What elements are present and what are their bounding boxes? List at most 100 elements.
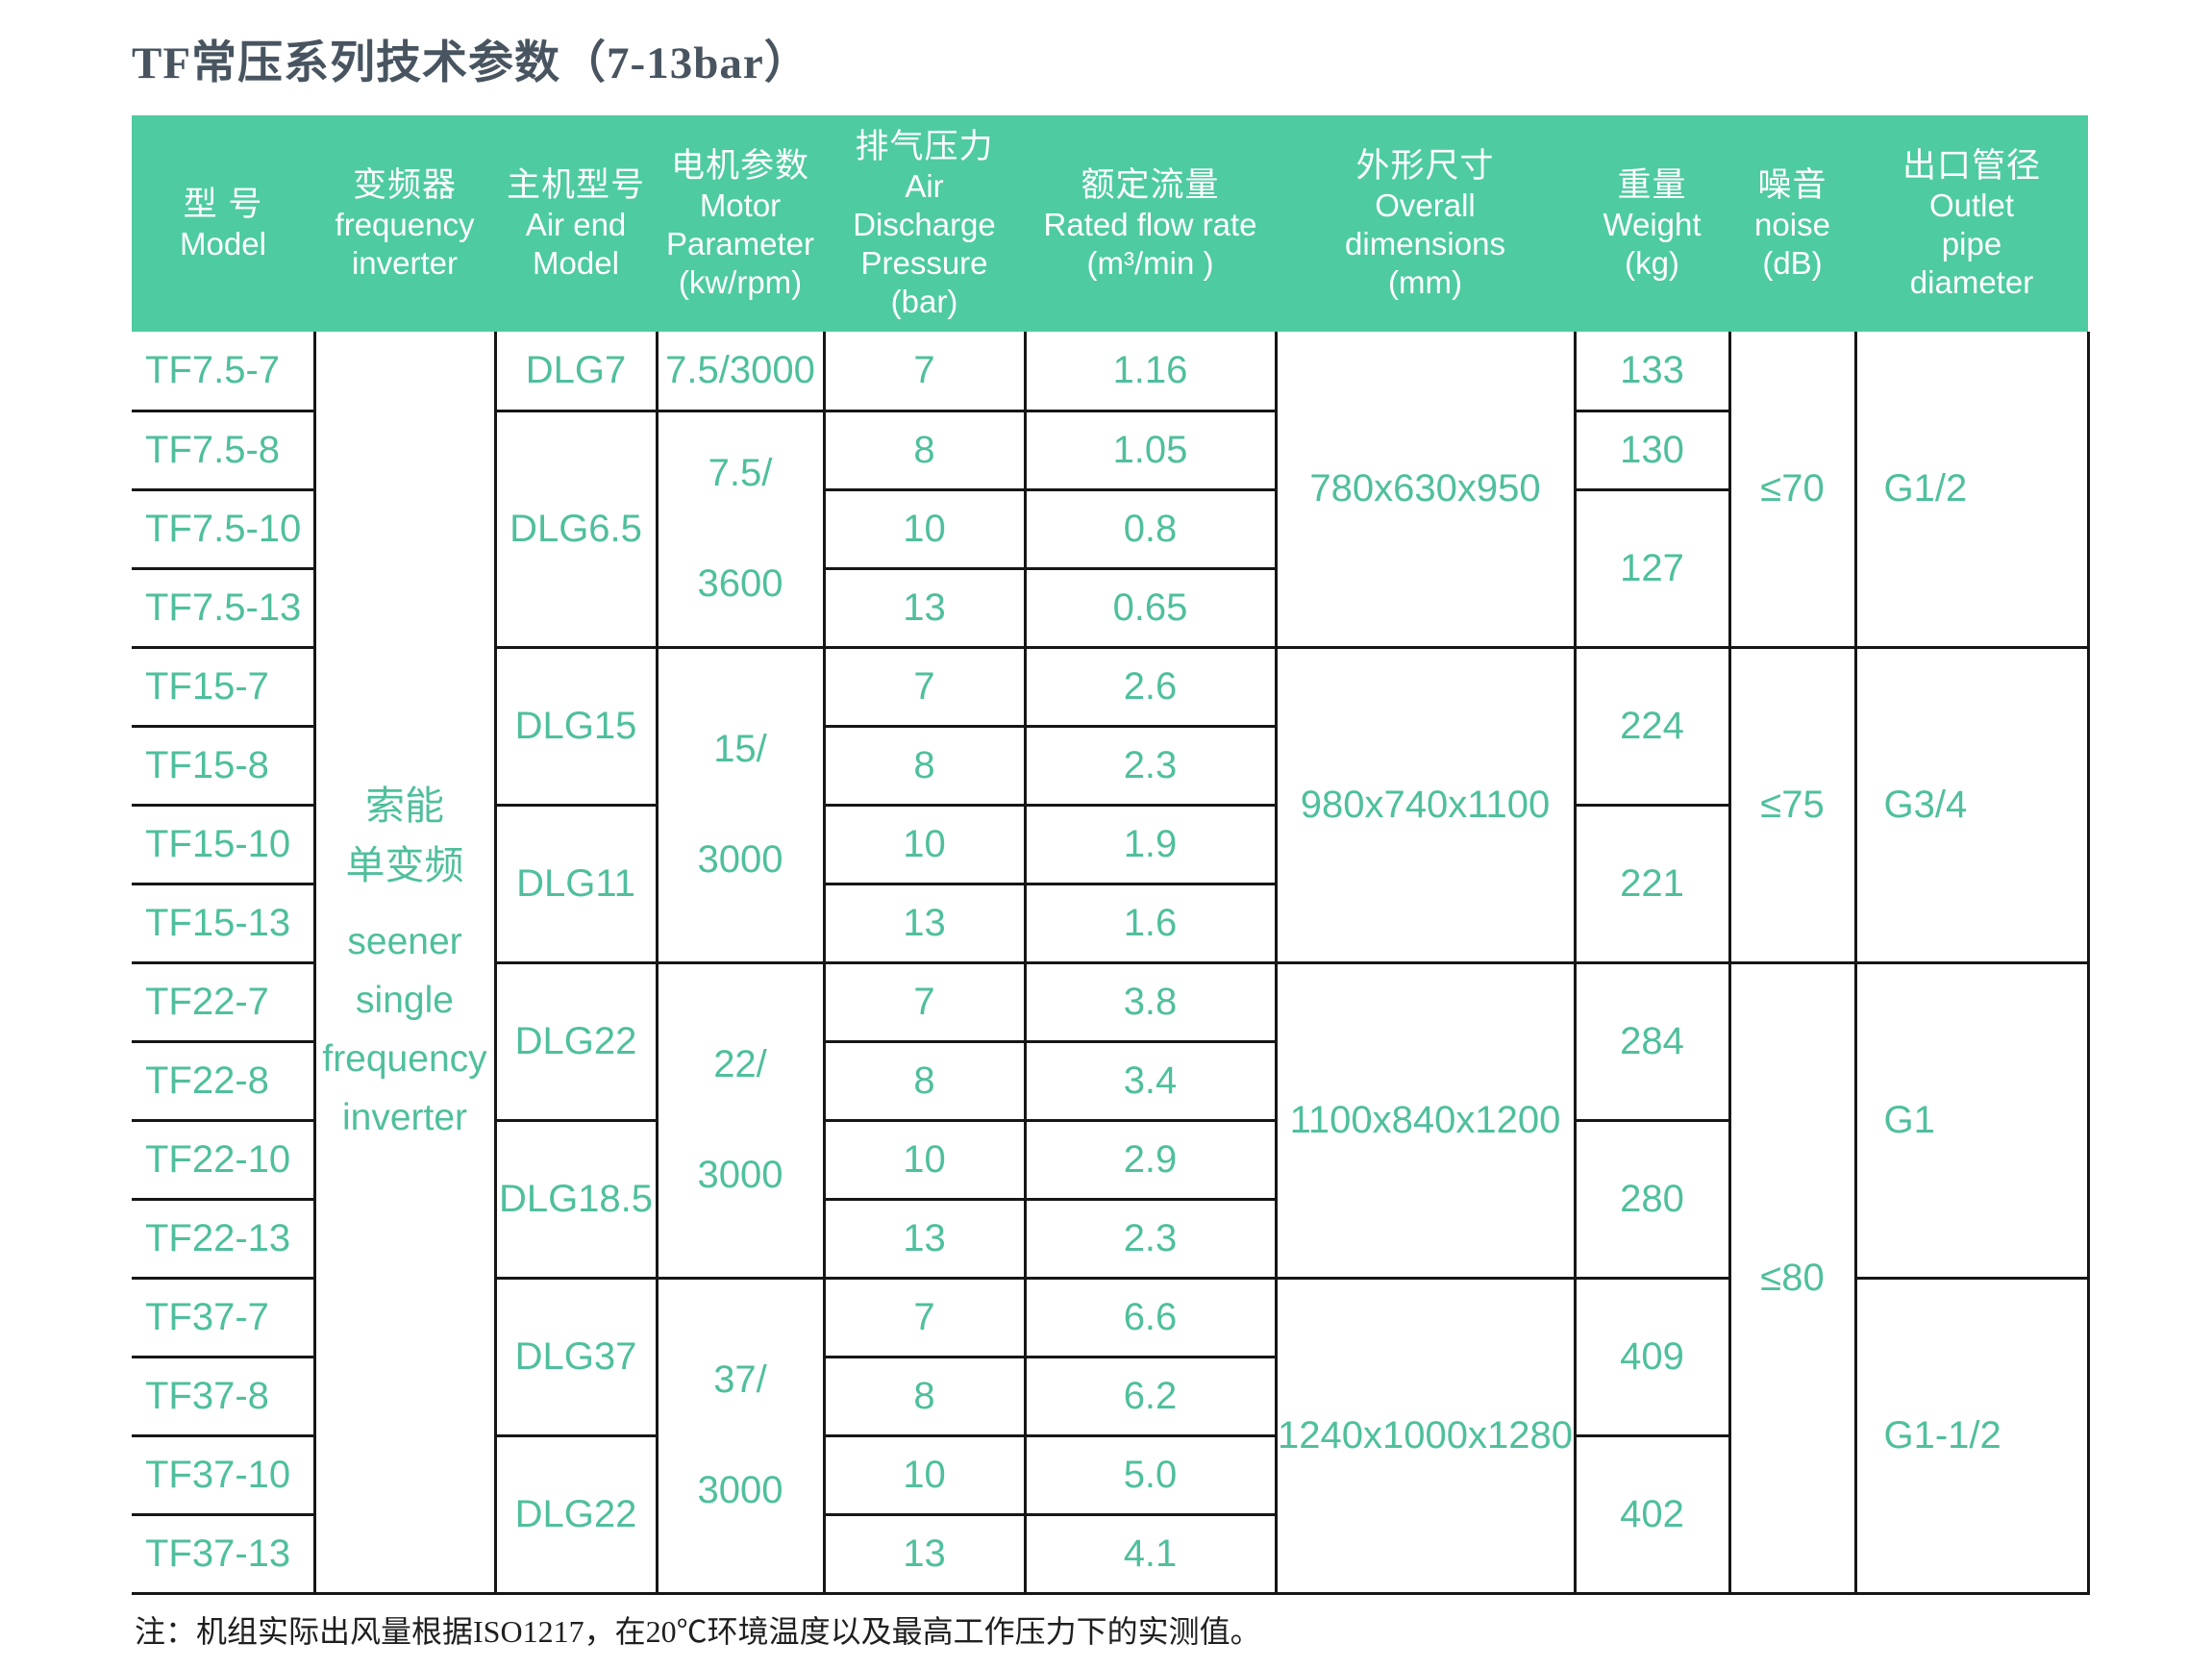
outlet-cell: G1 [1853,960,2090,1280]
header-text: 排气压力 [855,127,994,165]
header-text: Discharge [853,206,996,242]
pressure-cell: 8 [822,409,1027,491]
flow-cell: 1.05 [1023,409,1278,491]
model-cell: TF15-7 [132,645,316,728]
motor-cell: 7.5/3000 [655,332,826,412]
inverter-text: single [356,980,454,1022]
model-cell: TF7.5-7 [132,332,316,412]
table-row: TF37-10 DLG22 10 5.0 402 [132,1433,2088,1595]
motor-line: 7.5/ [708,452,773,494]
header-col-inverter: 变频器 frequency inverter [314,115,495,332]
weight-cell: 127 [1573,487,1731,649]
airend-cell: DLG6.5 [493,409,659,649]
header-text: Air end [525,206,627,242]
pressure-cell: 10 [822,487,1027,570]
model-cell: TF37-7 [132,1276,316,1358]
table-row: TF15-7 DLG15 15/ 3000 7 2.6 980x740x1100… [132,645,2090,964]
weight-cell: 133 [1573,332,1731,412]
header-col-dimensions: 外形尺寸 Overall dimensions (mm) [1276,115,1575,332]
airend-cell: DLG15 [493,645,659,807]
header-col-airend: 主机型号 Air end Model [495,115,657,332]
header-text: Motor [699,187,782,223]
header-text: pipe [1941,225,2002,262]
header-text: frequency [335,206,475,242]
flow-cell: 6.2 [1023,1355,1278,1437]
airend-cell: DLG11 [493,803,659,964]
header-text: 外形尺寸 [1355,146,1495,185]
header-text: 噪音 [1757,165,1827,204]
inverter-cell: 索能 单变频 seener single frequency inverter [312,332,497,1595]
inverter-text: seener [347,921,462,963]
outlet-cell: G3/4 [1853,645,2090,964]
footnote: 注：机组实际出风量根据ISO1217，在20℃环境温度以及最高工作压力下的实测值… [135,1614,1261,1649]
flow-cell: 1.6 [1023,882,1278,964]
flow-cell: 4.1 [1023,1512,1278,1595]
table-row: TF15-8 8 2.3 [132,724,2088,807]
header-text: Air [905,167,944,204]
header-text: 电机参数 [670,146,809,185]
noise-cell: ≤80 [1727,960,1857,1595]
motor-line: 37/ [713,1358,767,1401]
motor-line: 3600 [697,562,783,605]
flow-cell: 1.16 [1023,332,1278,412]
table-row: TF7.5-10 10 0.8 127 [132,487,2088,649]
header-text: noise [1754,206,1830,242]
airend-cell: DLG22 [493,960,659,1122]
model-cell: TF7.5-10 [132,487,316,570]
table-row: TF7.5-8 DLG6.5 7.5/ 3600 8 1.05 130 [132,409,2088,649]
pressure-cell: 10 [822,1433,1027,1516]
model-cell: TF22-7 [132,960,316,1043]
airend-cell: DLG18.5 [493,1118,659,1280]
noise-cell: ≤70 [1727,332,1857,649]
table-row: TF22-7 DLG22 22/ 3000 7 3.8 1100x840x120… [132,960,2090,1595]
flow-cell: 0.8 [1023,487,1278,570]
model-cell: TF22-13 [132,1197,316,1280]
pressure-cell: 13 [822,1512,1027,1595]
header-text: Weight [1603,206,1702,242]
inverter-text: 单变频 [345,843,464,888]
flow-cell: 3.8 [1023,960,1278,1043]
table-row: TF22-13 13 2.3 [132,1197,2088,1280]
weight-cell: 409 [1573,1276,1731,1437]
flow-cell: 0.65 [1023,566,1278,649]
flow-cell: 2.3 [1023,724,1278,807]
table-row: TF37-8 8 6.2 [132,1355,2088,1437]
model-cell: TF15-8 [132,724,316,807]
flow-cell: 2.6 [1023,645,1278,728]
header-col-pressure: 排气压力 Air Discharge Pressure (bar) [824,115,1025,332]
header-col-motor: 电机参数 Motor Parameter (kw/rpm) [657,115,824,332]
header-col-model: 型 号 Model [132,115,314,332]
header-col-noise: 噪音 noise (dB) [1729,115,1855,332]
pressure-cell: 7 [822,645,1027,728]
header-col-flow: 额定流量 Rated flow rate (m³/min ) [1025,115,1276,332]
header-text: 主机型号 [506,165,645,204]
header-text: Rated flow rate [1043,206,1257,242]
model-cell: TF15-10 [132,803,316,885]
table-row: TF15-13 13 1.6 [132,882,2088,964]
header-text: 变频器 [352,165,457,204]
page-title: TF常压系列技术参数（7-13bar） [132,38,810,88]
header-text: (mm) [1388,263,1462,300]
inverter-text: inverter [341,1097,468,1139]
table-row: TF22-8 8 3.4 [132,1039,2088,1122]
header-text: inverter [351,244,459,281]
pressure-cell: 13 [822,882,1027,964]
pressure-cell: 8 [822,1355,1027,1437]
pressure-cell: 10 [822,1118,1027,1201]
pressure-cell: 8 [822,1039,1027,1122]
header-text: diameter [1909,263,2034,300]
header-row: 型 号 Model 变频器 frequency inverter 主机型号 Ai… [132,115,2088,332]
header-text: (dB) [1762,244,1823,281]
table-row: TF7.5-13 13 0.65 [132,566,2088,649]
dims-cell: 980x740x1100 [1274,645,1577,964]
pressure-cell: 13 [822,1197,1027,1280]
flow-cell: 6.6 [1023,1276,1278,1358]
model-cell: TF22-8 [132,1039,316,1122]
dims-cell: 1100x840x1200 [1274,960,1577,1280]
header-text: Model [180,225,266,262]
motor-cell: 15/ 3000 [655,645,826,964]
noise-cell: ≤75 [1727,645,1857,964]
table-row: TF37-7 DLG37 37/ 3000 7 6.6 1240x1000x12… [132,1276,2090,1595]
header-text: 重量 [1617,165,1687,204]
inverter-text: frequency [322,1038,487,1081]
